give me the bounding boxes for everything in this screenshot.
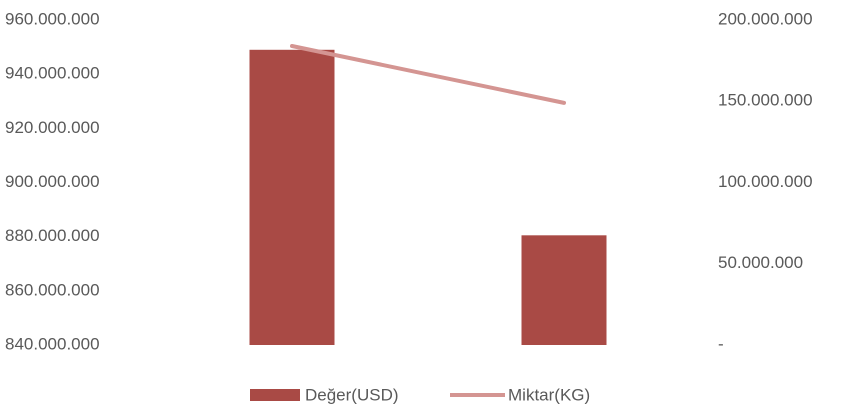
line xyxy=(290,44,566,105)
y2-tick-label: 150.000.000 xyxy=(718,91,813,110)
y2-tick-label: - xyxy=(718,334,724,353)
legend-label: Değer(USD) xyxy=(305,385,399,404)
bar xyxy=(521,235,607,345)
y-tick-label: 900.000.000 xyxy=(5,172,100,191)
y2-tick-label: 100.000.000 xyxy=(718,172,813,191)
y-tick-label: 840.000.000 xyxy=(5,334,100,353)
legend-swatch xyxy=(250,389,300,401)
y-tick-label: 920.000.000 xyxy=(5,118,100,137)
bar xyxy=(249,49,335,346)
legend-label: Miktar(KG) xyxy=(508,385,590,404)
y-tick-label: 940.000.000 xyxy=(5,64,100,83)
y-tick-label: 860.000.000 xyxy=(5,280,100,299)
y-tick-label: 880.000.000 xyxy=(5,226,100,245)
y-tick-label: 960.000.000 xyxy=(5,9,100,28)
y2-tick-label: 200.000.000 xyxy=(718,9,813,28)
y2-tick-label: 50.000.000 xyxy=(718,253,803,272)
